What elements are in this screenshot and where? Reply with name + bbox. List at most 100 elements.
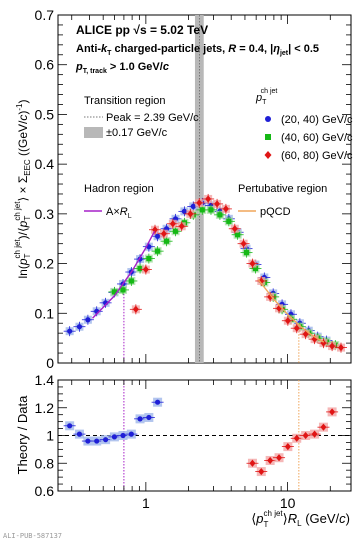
ratio-point-s0-3 [94,438,100,444]
legend-entry-1: (20, 40) GeV/c [281,114,353,126]
hadron-model-label: A×RL [106,206,132,220]
point-s2-21 [320,339,327,347]
legend-marker-diamond [264,151,272,159]
system-label: pp [115,23,130,37]
point-s1-2 [128,278,134,284]
point-s1-11 [208,207,214,213]
ratio-point-s1-5 [293,434,300,442]
top-plot-frame [57,14,352,364]
point-s1-16 [252,265,259,272]
perturbative-region-title: Pertubative region [238,183,327,195]
point-s2-17 [284,317,291,325]
x-tick-labels: 1 10 [142,495,296,511]
top-ytick-label-5: 0.5 [35,106,55,122]
point-s2-12 [240,240,247,248]
point-s1-6 [163,238,170,244]
ratio-point-s1-3 [276,454,283,462]
bot-ytick-label-4: 1.4 [35,372,55,388]
top-ytick-label-3: 0.3 [35,206,55,222]
legend-marker-square [265,134,271,140]
transition-region-title: Transition region [84,95,166,107]
point-s2-11 [231,225,238,233]
top-ytick-label-1: 0.1 [35,305,55,321]
point-s1-14 [235,232,241,238]
bot-ytick-label-1: 0.8 [35,455,55,471]
energy-label: √s = 5.02 TeV [133,23,208,37]
bottom-plot-layer [58,380,351,491]
point-s1-0 [111,289,118,295]
point-s1-4 [146,256,152,262]
top-y-tick-labels: 0 0.1 0.2 0.3 0.4 0.5 0.6 0.7 [35,7,55,371]
point-s2-1 [142,265,149,274]
top-ytick-label-4: 0.4 [35,156,55,172]
ratio-point-s0-7 [128,431,134,437]
hadron-model-curve [91,230,156,319]
ratio-point-s0-6 [120,432,126,439]
point-s1-7 [172,228,179,234]
bot-ytick-label-3: 1.2 [35,400,55,416]
track-cut-label: pT, track > 1.0 GeV/c [75,61,169,75]
top-axis-ticks [58,14,351,364]
point-s2-16 [276,304,283,312]
ratio-point-s0-5 [111,434,118,440]
top-ytick-label-7: 0.7 [35,7,55,23]
ratio-point-s1-9 [329,408,336,416]
point-s0-10 [154,233,161,239]
point-s1-13 [226,218,232,224]
point-s0-13 [181,208,187,214]
ratio-point-s0-4 [103,437,109,443]
x-axis-label: ⟨pTch jet⟩RL (GeV/c) [251,509,350,529]
bottom-y-tick-labels: 0.6 0.8 1 1.2 1.4 [35,372,55,499]
bot-ytick-label-2: 1 [46,428,54,444]
header-line-1: ALICE pp √s = 5.02 TeV [76,23,208,37]
jet-definition-label: Anti-kT charged-particle jets, R = 0.4, … [76,43,319,57]
ratio-point-s1-1 [258,467,265,476]
ratio-point-s1-8 [320,423,327,431]
hadron-region-title: Hadron region [84,183,154,195]
point-s0-1 [76,324,83,330]
point-s1-10 [199,207,205,213]
point-s2-4 [169,220,176,228]
point-s2-14 [258,277,265,285]
bot-ytick-label-0: 0.6 [35,483,55,499]
point-s2-22 [329,342,336,350]
point-s0-2 [85,317,91,323]
bottom-data-marks [63,397,339,477]
band-label: ±0.17 GeV/c [106,127,168,139]
xtick-label-1: 10 [280,495,296,511]
point-s2-6 [187,210,194,218]
xtick-label-0: 1 [142,495,150,511]
ratio-point-s0-0 [67,423,73,429]
ratio-point-s0-8 [137,416,143,422]
pqcd-model-label: pQCD [260,206,291,218]
bottom-y-axis-label: Theory / Data [15,395,30,475]
ratio-point-s0-2 [85,438,91,444]
point-s2-18 [293,324,300,332]
ratio-point-s1-0 [249,459,256,467]
top-ytick-label-2: 0.2 [35,256,55,272]
ratio-point-s1-6 [302,431,309,440]
top-ytick-label-0: 0 [46,355,54,371]
collaboration-label: ALICE [76,23,112,37]
point-s1-1 [120,287,126,293]
point-s2-15 [267,293,274,301]
point-s2-10 [222,205,229,213]
point-s2-2 [151,226,158,234]
ratio-point-s1-2 [267,456,274,465]
bottom-axis-ticks [58,379,351,492]
legend-title: pTch jet [255,88,277,106]
pqcd-model-curve [257,279,325,343]
top-y-axis-label: ln(pTch jet)/⟨pTch jet⟩ × ΣEEC ((GeV/c)-… [13,99,32,278]
ratio-point-s0-1 [76,431,83,437]
point-s2-3 [160,230,167,238]
ratio-point-s0-9 [146,414,152,421]
top-data-marks [63,193,347,353]
legend-entry-3: (60, 80) GeV/c [281,150,353,162]
point-s1-3 [137,265,143,272]
legend-entry-2: (40, 60) GeV/c [281,132,353,144]
point-s1-5 [154,248,161,254]
peak-label: Peak = 2.39 GeV/c [106,112,199,124]
point-s2-13 [249,259,256,268]
top-plot-layer [63,15,347,363]
